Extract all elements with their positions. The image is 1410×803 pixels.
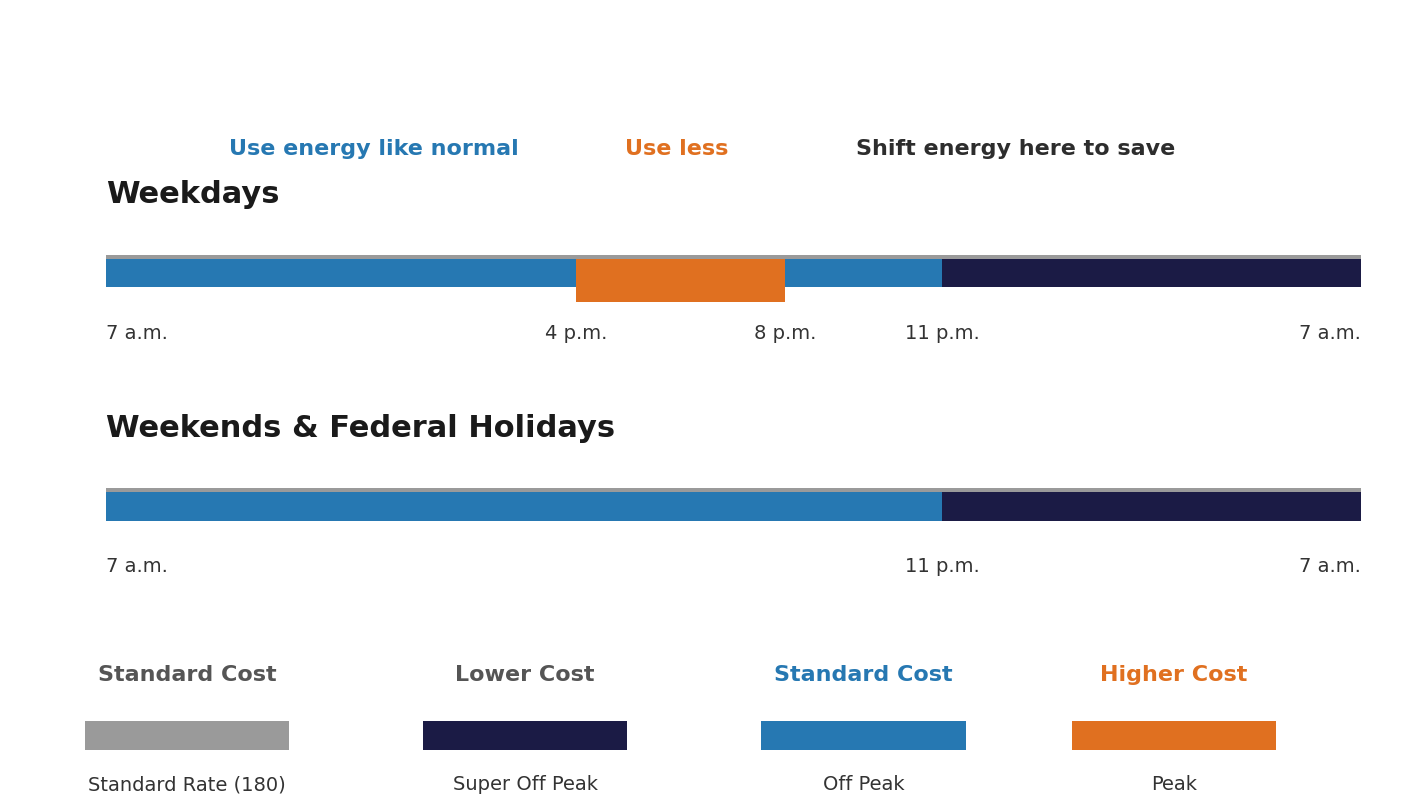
Bar [106,259,577,288]
Bar [577,259,785,303]
Text: Lower Cost: Lower Cost [455,665,595,684]
Text: Weekends & Federal Holidays: Weekends & Federal Holidays [106,414,615,442]
Bar [106,493,942,521]
Text: Off Peak: Off Peak [823,774,904,793]
Text: 7 a.m.: 7 a.m. [106,556,168,575]
Text: 11 p.m.: 11 p.m. [905,323,980,342]
Bar [1072,721,1276,750]
Text: Late Peak (4 Hour): Late Peak (4 Hour) [39,29,481,71]
Text: Peak: Peak [1151,774,1197,793]
Bar [761,721,966,750]
Bar [106,255,1361,264]
Text: Higher Cost: Higher Cost [1100,665,1248,684]
Bar [85,721,289,750]
Bar [942,259,1361,288]
Text: Standard Rate (180): Standard Rate (180) [87,774,286,793]
Bar [423,721,627,750]
Text: Use energy like normal: Use energy like normal [228,139,519,159]
Text: 11 p.m.: 11 p.m. [905,556,980,575]
Text: 7 a.m.: 7 a.m. [1299,556,1361,575]
Text: Standard Cost: Standard Cost [97,665,276,684]
Bar [106,488,1361,497]
Text: 7 a.m.: 7 a.m. [1299,323,1361,342]
Text: Standard Cost: Standard Cost [774,665,953,684]
Text: 8 p.m.: 8 p.m. [754,323,816,342]
Text: Weekdays: Weekdays [106,180,279,209]
Text: Shift energy here to save: Shift energy here to save [856,139,1175,159]
Text: Use less: Use less [625,139,729,159]
Bar [942,493,1361,521]
Text: Super Off Peak: Super Off Peak [453,774,598,793]
Text: 4 p.m.: 4 p.m. [546,323,608,342]
Bar [785,259,942,288]
Text: 7 a.m.: 7 a.m. [106,323,168,342]
